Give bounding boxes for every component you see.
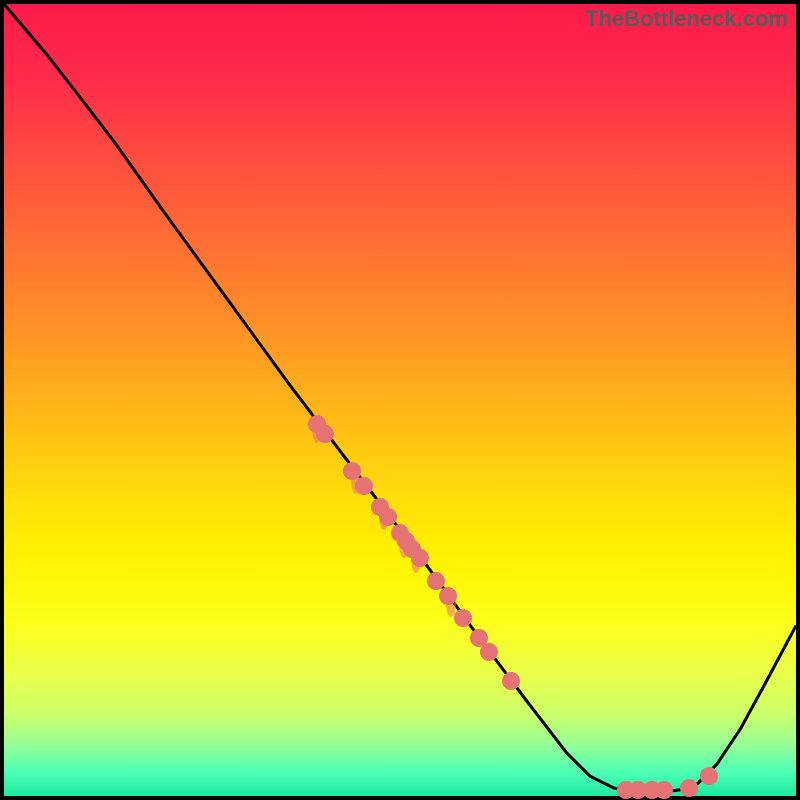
watermark-text: TheBottleneck.com xyxy=(585,6,788,32)
data-marker xyxy=(700,767,718,785)
data-marker xyxy=(680,779,698,797)
data-marker xyxy=(454,609,472,627)
data-marker xyxy=(502,672,520,690)
curve-layer xyxy=(4,4,796,796)
data-marker xyxy=(427,572,445,590)
data-marker xyxy=(439,587,457,605)
data-marker xyxy=(355,477,373,495)
bottleneck-curve xyxy=(4,4,796,791)
data-marker xyxy=(379,508,397,526)
data-marker xyxy=(655,781,673,799)
data-marker xyxy=(480,643,498,661)
data-marker xyxy=(411,549,429,567)
bottleneck-chart: TheBottleneck.com xyxy=(0,0,800,800)
data-marker xyxy=(316,425,334,443)
